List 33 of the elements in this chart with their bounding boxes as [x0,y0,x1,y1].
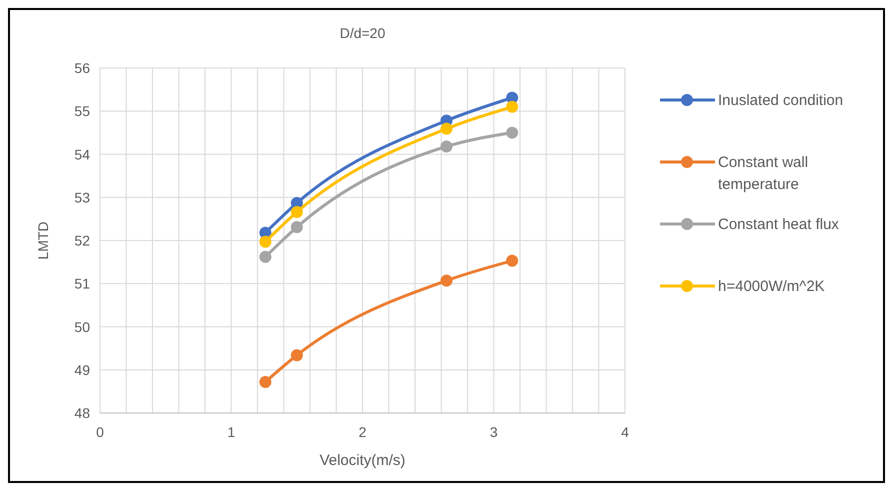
point [290,221,303,234]
point [290,206,303,218]
x-tick-label: 4 [621,424,630,440]
x-tick-label: 0 [96,424,104,440]
y-axis-title: LMTD [35,221,51,260]
y-tick-label: 51 [74,276,90,292]
x-tick-label: 3 [490,424,498,440]
x-tick-label: 2 [358,424,367,440]
y-tick-label: 52 [74,232,90,248]
point [506,254,518,267]
legend-label: Inuslated condition [718,92,844,109]
y-tick-label: 48 [74,405,90,421]
x-tick-label: 1 [227,424,236,440]
y-tick-label: 53 [74,189,90,206]
legend-label: h=4000W/m^2K [718,278,825,295]
y-tick-label: 49 [74,362,90,378]
point [440,122,452,135]
y-tick-label: 54 [74,146,90,162]
y-tick-label: 50 [74,318,90,335]
point [290,349,303,362]
point [259,250,272,263]
legend-label: Constant wall temperature [718,154,808,193]
y-tick-label: 55 [74,103,90,120]
point [506,100,518,113]
point [506,126,518,139]
y-tick-label: 56 [74,60,90,76]
point [440,140,452,152]
point [259,376,272,388]
point [440,274,452,287]
x-axis-title: Velocity(m/s) [320,452,406,469]
chart-title: D/d=20 [340,25,386,41]
point [259,236,272,248]
legend-label: Constant heat flux [718,216,840,233]
